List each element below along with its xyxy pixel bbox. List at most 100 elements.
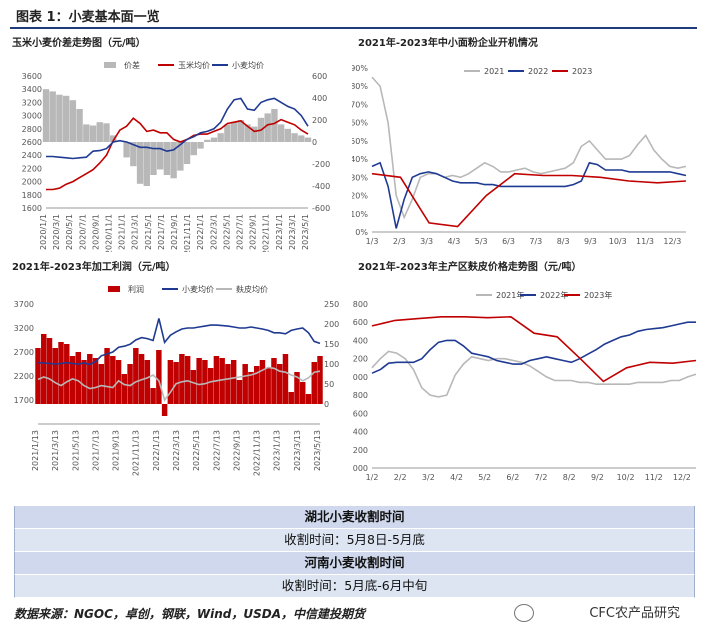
bar-利润	[41, 334, 47, 404]
bar-利润	[92, 358, 99, 404]
series-line-2023年	[371, 315, 697, 383]
chart-title: 玉米小麦价差走势图（元/吨）	[12, 36, 146, 49]
bar-价差	[69, 100, 77, 142]
bar-价差	[190, 142, 197, 156]
series-line-2023	[371, 172, 687, 228]
bar-利润	[259, 360, 266, 404]
footer: 数据来源：NGOC，卓创，钢联，Wind，USDA，中信建投期货 CFC农产品研…	[14, 600, 694, 624]
bar-价差	[76, 109, 83, 142]
bar-利润	[69, 356, 76, 404]
x-tick-label: 2022/1/13	[152, 430, 161, 471]
x-tick-label: 2020/11/1	[105, 214, 114, 252]
bar-利润	[46, 338, 53, 404]
bar-价差	[177, 142, 184, 171]
x-tick-label: 2023/3/1	[288, 214, 297, 250]
legend-label: 2023年	[584, 290, 612, 300]
y-tick-label: 3600	[22, 72, 42, 81]
y-tick-label: 60%	[352, 119, 368, 128]
y-tick-label: 3000	[22, 112, 42, 121]
henan-harvest-heading: 河南小麦收割时间	[14, 552, 695, 575]
x-tick-label: 11/2	[645, 473, 663, 482]
bar-价差	[291, 133, 298, 142]
bar-利润	[150, 388, 156, 404]
bar-利润	[127, 364, 133, 404]
x-tick-label: 9/3	[584, 237, 597, 246]
x-tick-label: 2021/11/1	[183, 214, 192, 252]
bar-利润	[248, 372, 254, 404]
y-tick-label: 2000	[352, 373, 368, 382]
y2-tick-label: 150	[324, 340, 339, 349]
y-tick-label: 2800	[352, 300, 368, 309]
x-tick-label: 2023/1/13	[273, 430, 282, 471]
bar-利润	[282, 354, 289, 404]
series-line-2021	[371, 76, 687, 220]
series-line-小麦均价	[46, 97, 309, 160]
series-line-小麦均价	[37, 318, 321, 366]
y2-tick-label: -200	[312, 160, 330, 169]
brand-name: CFC农产品研究	[589, 606, 680, 621]
x-tick-label: 8/3	[557, 237, 570, 246]
bar-价差	[83, 124, 90, 142]
x-tick-label: 2021/7/1	[157, 214, 166, 250]
legend-label: 价差	[124, 60, 140, 70]
bar-价差	[130, 142, 137, 167]
bar-利润	[121, 374, 128, 404]
legend-swatch	[108, 286, 120, 292]
x-tick-label: 2022/7/1	[236, 214, 245, 250]
bar-价差	[298, 135, 305, 142]
bar-利润	[300, 382, 306, 404]
y2-tick-label: 250	[324, 300, 339, 309]
bar-利润	[253, 366, 260, 404]
bar-价差	[89, 125, 97, 142]
bar-价差	[163, 142, 171, 175]
hubei-harvest-heading: 湖北小麦收割时间	[14, 506, 695, 529]
x-tick-label: 5/3	[475, 237, 488, 246]
y-tick-label: 2200	[352, 355, 368, 364]
y-tick-label: 1200	[352, 446, 368, 455]
bar-利润	[311, 362, 317, 404]
series-line-麸皮均价	[37, 366, 321, 402]
x-tick-label: 2022/7/13	[212, 430, 221, 471]
harvest-table: 湖北小麦收割时间 收割时间：5月8日-5月底 河南小麦收割时间 收割时间：5月底…	[14, 506, 695, 598]
data-source: 数据来源：NGOC，卓创，钢联，Wind，USDA，中信建投期货	[14, 607, 366, 621]
y-tick-label: 2200	[14, 372, 34, 381]
y2-tick-label: 400	[312, 94, 327, 103]
x-tick-label: 2021/11/13	[132, 430, 141, 476]
bar-价差	[136, 142, 144, 184]
x-tick-label: 2022/5/1	[222, 214, 231, 250]
x-tick-label: 2020/1/1	[39, 214, 48, 250]
bar-价差	[183, 142, 191, 164]
y-tick-label: 90%	[352, 64, 368, 73]
y-tick-label: 1800	[22, 191, 42, 200]
x-tick-label: 2021/3/13	[51, 430, 60, 471]
bar-利润	[179, 354, 185, 404]
bar-价差	[224, 124, 231, 142]
x-tick-label: 2021/9/1	[170, 214, 179, 250]
wechat-icon	[514, 604, 534, 622]
x-tick-label: 2/2	[394, 473, 407, 482]
y2-tick-label: 0	[312, 138, 317, 147]
y-tick-label: 3700	[14, 300, 34, 309]
header-rule	[10, 27, 697, 29]
series-line-2022年	[371, 321, 696, 374]
legend-label: 2021	[484, 67, 504, 76]
legend-label: 2022年	[540, 290, 568, 300]
bar-价差	[49, 91, 56, 142]
x-tick-label: 2022/1/1	[196, 214, 205, 250]
x-tick-label: 3/2	[422, 473, 435, 482]
x-tick-label: 2023/5/13	[313, 430, 322, 471]
x-tick-label: 2022/3/1	[209, 214, 218, 250]
bar-利润	[288, 392, 294, 404]
bar-利润	[317, 356, 323, 404]
y-tick-label: 2400	[352, 336, 368, 345]
bar-利润	[110, 356, 116, 404]
x-tick-label: 1/2	[366, 473, 379, 482]
y2-tick-label: 0	[324, 400, 329, 409]
chart-title: 2021年-2023年加工利润（元/吨）	[12, 260, 175, 273]
henan-harvest-time: 收割时间：5月底-6月中旬	[14, 575, 695, 598]
y-tick-label: 1800	[352, 391, 368, 400]
x-tick-label: 2023/5/1	[301, 214, 310, 250]
chart-mill-operating-rate: 2021年-2023年中小面粉企业开机情况 2021 2022 2023 0% 10% 20…	[352, 36, 687, 246]
y-tick-label: 3200	[22, 98, 42, 107]
bar-利润	[58, 342, 64, 404]
